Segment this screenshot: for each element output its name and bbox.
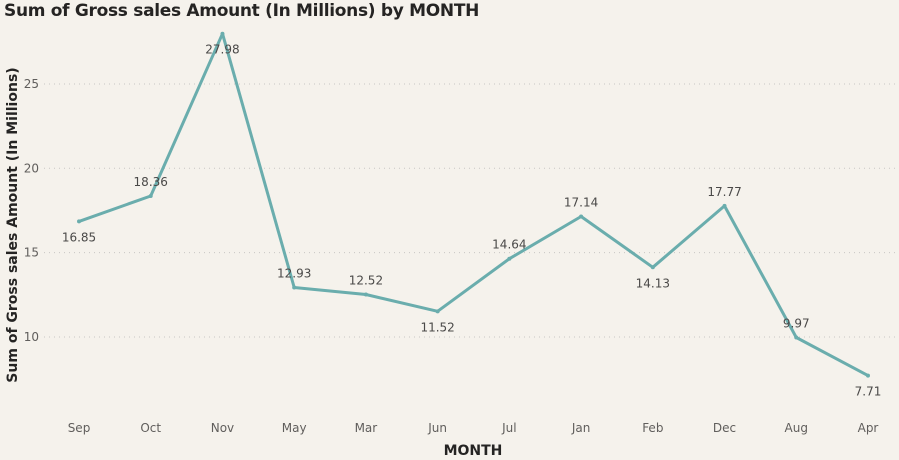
x-tick-label: Jul: [501, 421, 516, 435]
y-tick-label: 25: [24, 77, 39, 91]
data-label: 12.52: [349, 273, 383, 287]
y-tick-label: 20: [24, 161, 39, 175]
data-point[interactable]: [435, 309, 440, 314]
x-tick-label: Jun: [427, 421, 447, 435]
data-label: 9.97: [783, 316, 810, 330]
x-axis-title: MONTH: [444, 443, 503, 459]
data-label: 14.13: [636, 276, 670, 290]
y-tick-label: 10: [24, 330, 39, 344]
data-point[interactable]: [866, 373, 870, 378]
x-axis-ticks: Sep Oct Nov May Mar Jun Jul Jan Feb Dec Aug Apr: [68, 421, 879, 435]
gridlines: [44, 83, 895, 338]
x-tick-label: Oct: [140, 421, 161, 435]
data-label: 11.52: [420, 320, 454, 334]
data-point[interactable]: [148, 193, 153, 198]
data-point[interactable]: [722, 203, 727, 208]
data-point[interactable]: [794, 335, 799, 340]
data-label: 18.36: [134, 175, 168, 189]
data-label: 17.14: [564, 196, 598, 210]
x-tick-label: Aug: [785, 421, 808, 435]
x-tick-label: Feb: [642, 421, 663, 435]
data-point[interactable]: [363, 292, 368, 297]
data-point[interactable]: [292, 285, 297, 290]
chart-title: Sum of Gross sales Amount (In Millions) …: [4, 1, 480, 21]
y-tick-label: 15: [24, 246, 39, 260]
data-label: 12.93: [277, 267, 311, 281]
data-point[interactable]: [579, 214, 584, 219]
x-tick-label: Apr: [858, 421, 879, 435]
data-point[interactable]: [507, 256, 512, 261]
x-tick-label: Jan: [571, 421, 591, 435]
x-tick-label: Dec: [713, 421, 736, 435]
data-label: 7.71: [855, 385, 882, 399]
data-point[interactable]: [650, 265, 655, 270]
data-label: 16.85: [62, 230, 96, 244]
y-axis-title: Sum of Gross sales Amount (In Millions): [5, 67, 21, 382]
x-tick-label: Sep: [68, 421, 91, 435]
x-tick-label: Mar: [355, 421, 378, 435]
data-points: [77, 31, 870, 378]
series-line[interactable]: [77, 32, 870, 378]
data-label: 14.64: [492, 238, 526, 252]
x-tick-label: May: [282, 421, 307, 435]
data-label: 27.98: [205, 43, 239, 57]
data-labels: 16.85 18.36 27.98 12.93 12.52 11.52 14.64 17.14…: [62, 43, 882, 399]
data-point[interactable]: [77, 219, 81, 224]
data-point[interactable]: [220, 31, 225, 36]
data-label: 17.77: [707, 185, 741, 199]
y-axis-ticks: 10 15 20 25: [24, 77, 39, 344]
x-tick-label: Nov: [211, 421, 234, 435]
